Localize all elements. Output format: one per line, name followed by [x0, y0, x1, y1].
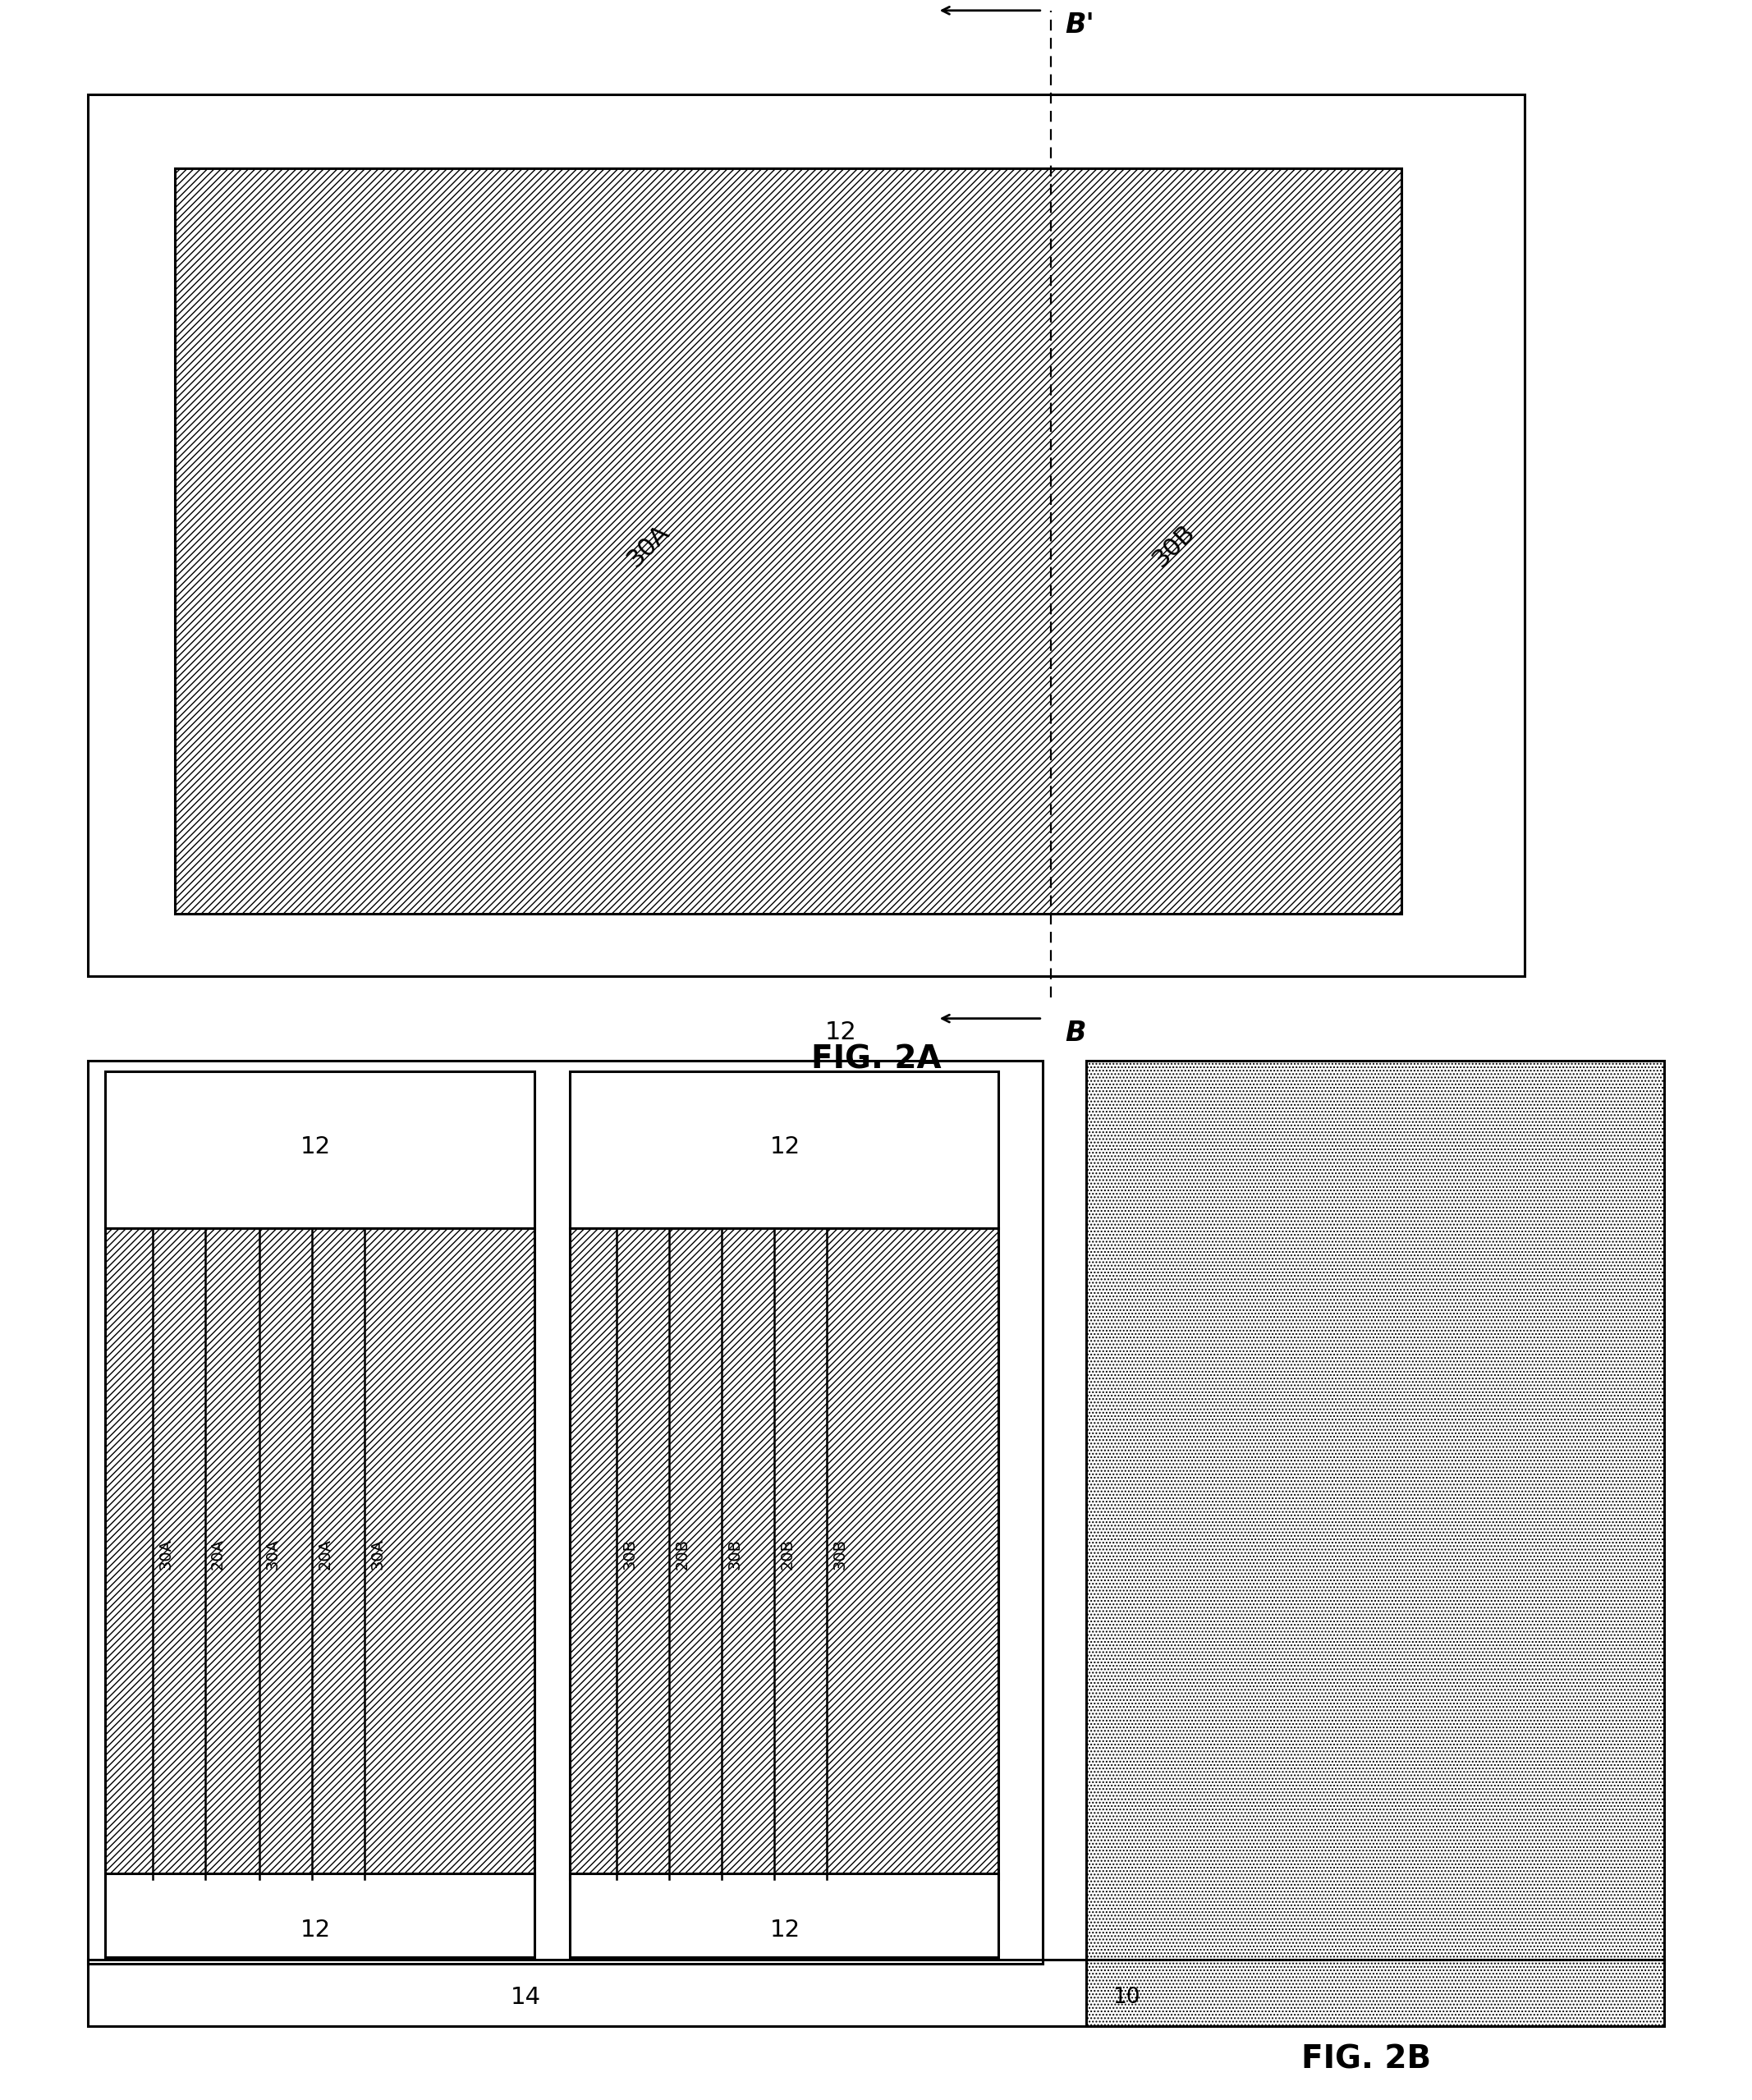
Text: 30B: 30B: [622, 1539, 638, 1569]
Bar: [1086, 1959, 1664, 2026]
Bar: [105, 1071, 534, 1228]
Text: 12: 12: [300, 1919, 331, 1940]
Bar: [1086, 1060, 1664, 1964]
Bar: [569, 1071, 999, 1228]
Text: 30A: 30A: [265, 1539, 280, 1569]
Text: 12: 12: [769, 1919, 801, 1940]
Text: 14: 14: [510, 1987, 541, 2008]
Text: 30A: 30A: [158, 1539, 173, 1569]
Bar: [175, 168, 1402, 914]
Text: 30B: 30B: [832, 1539, 848, 1569]
Bar: [88, 1060, 1042, 1964]
Text: 30A: 30A: [622, 521, 675, 571]
Text: FIG. 2B: FIG. 2B: [1302, 2043, 1431, 2075]
Text: 20B: 20B: [780, 1539, 795, 1569]
Bar: [569, 1228, 999, 1880]
Text: B': B': [1065, 13, 1095, 38]
Text: 12: 12: [300, 1136, 331, 1157]
Text: FIG. 2A: FIG. 2A: [811, 1044, 941, 1075]
Bar: [105, 1873, 534, 1957]
Text: 12: 12: [825, 1021, 857, 1044]
Text: 20A: 20A: [210, 1539, 226, 1569]
Bar: [88, 94, 1524, 976]
Bar: [105, 1228, 534, 1880]
Text: 10: 10: [1113, 1987, 1141, 2008]
Text: 30B: 30B: [727, 1539, 743, 1569]
Text: 12: 12: [769, 1136, 801, 1157]
Text: 20B: 20B: [675, 1539, 690, 1569]
Text: 20A: 20A: [317, 1539, 333, 1569]
Text: B: B: [1065, 1021, 1086, 1046]
Bar: [569, 1873, 999, 1957]
Text: 30A: 30A: [370, 1539, 385, 1569]
Bar: [88, 1959, 1664, 2026]
Text: 30B: 30B: [1148, 521, 1200, 571]
